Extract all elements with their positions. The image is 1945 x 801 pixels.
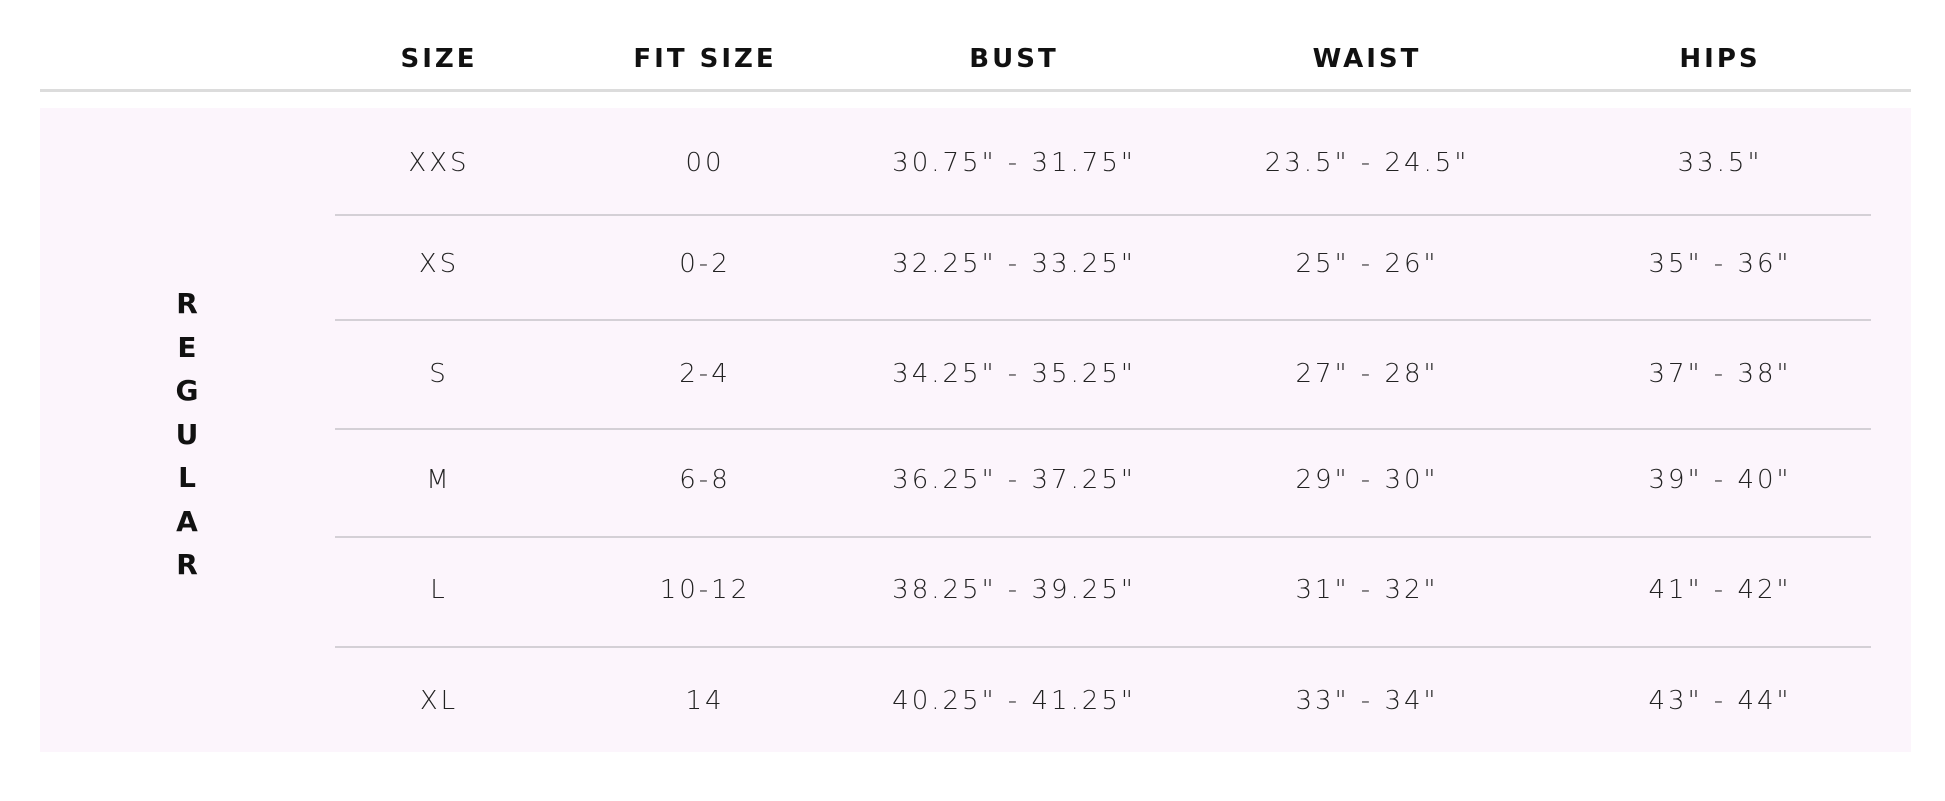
group-label-letter: R bbox=[176, 548, 198, 581]
group-label-letter: U bbox=[175, 417, 199, 451]
cell-size: XL bbox=[419, 686, 459, 716]
cell-fit-size: 00 bbox=[685, 148, 725, 178]
header-waist: WAIST bbox=[1312, 44, 1422, 74]
group-label-letter: L bbox=[178, 461, 196, 494]
cell-hips: 35" - 36" bbox=[1648, 249, 1792, 279]
group-label-letter: E bbox=[177, 330, 197, 364]
cell-waist: 31" - 32" bbox=[1295, 575, 1439, 605]
cell-bust: 38.25" - 39.25" bbox=[892, 575, 1136, 605]
header-fit-size: FIT SIZE bbox=[633, 44, 777, 74]
cell-hips: 41" - 42" bbox=[1648, 575, 1792, 605]
cell-fit-size: 0-2 bbox=[679, 249, 731, 279]
cell-waist: 33" - 34" bbox=[1295, 686, 1439, 716]
cell-waist: 25" - 26" bbox=[1295, 249, 1439, 279]
header-size: SIZE bbox=[400, 44, 478, 74]
row-divider bbox=[335, 536, 1871, 538]
cell-bust: 30.75" - 31.75" bbox=[892, 148, 1136, 178]
cell-hips: 43" - 44" bbox=[1648, 686, 1792, 716]
cell-bust: 36.25" - 37.25" bbox=[892, 465, 1136, 495]
cell-fit-size: 10-12 bbox=[659, 575, 751, 605]
row-divider bbox=[335, 214, 1871, 216]
header-divider bbox=[40, 89, 1911, 92]
cell-hips: 33.5" bbox=[1677, 148, 1763, 178]
row-divider bbox=[335, 646, 1871, 648]
cell-fit-size: 2-4 bbox=[679, 359, 731, 389]
cell-bust: 40.25" - 41.25" bbox=[892, 686, 1136, 716]
group-label-letter: A bbox=[176, 504, 198, 538]
header-hips: HIPS bbox=[1679, 44, 1761, 74]
row-divider bbox=[335, 428, 1871, 430]
group-label-letter: G bbox=[175, 374, 199, 407]
cell-bust: 32.25" - 33.25" bbox=[892, 249, 1136, 279]
cell-bust: 34.25" - 35.25" bbox=[892, 359, 1136, 389]
cell-hips: 39" - 40" bbox=[1648, 465, 1792, 495]
cell-waist: 23.5" - 24.5" bbox=[1264, 148, 1470, 178]
group-label-letter: R bbox=[176, 287, 198, 320]
cell-size: L bbox=[430, 575, 448, 605]
cell-size: M bbox=[426, 465, 452, 495]
cell-waist: 27" - 28" bbox=[1295, 359, 1439, 389]
header-bust: BUST bbox=[969, 44, 1059, 74]
cell-waist: 29" - 30" bbox=[1295, 465, 1439, 495]
cell-fit-size: 14 bbox=[685, 686, 725, 716]
cell-hips: 37" - 38" bbox=[1648, 359, 1792, 389]
regular-panel bbox=[40, 108, 1911, 752]
cell-size: S bbox=[429, 359, 449, 389]
cell-size: XXS bbox=[408, 148, 470, 178]
cell-fit-size: 6-8 bbox=[679, 465, 731, 495]
cell-size: XS bbox=[418, 249, 460, 279]
row-divider bbox=[335, 319, 1871, 321]
